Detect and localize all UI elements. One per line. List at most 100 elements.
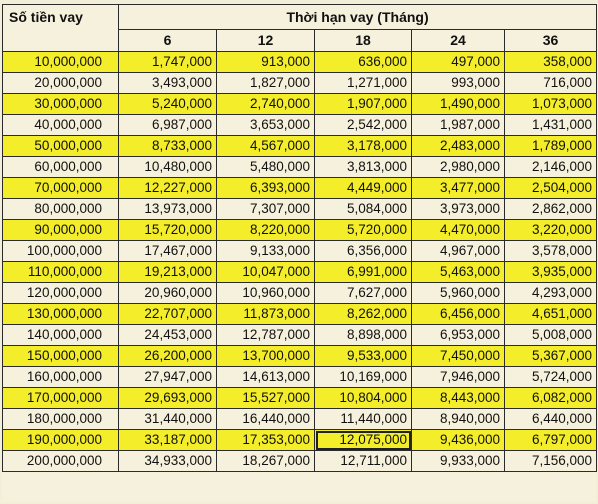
monthly-payment-cell: 993,000 [411,72,505,94]
monthly-payment-cell: 3,220,000 [503,219,598,241]
loan-amount-header: Số tiền vay [2,4,119,52]
table-row: 160,000,000 27,947,000 14,613,000 10,169,00… [2,366,598,388]
monthly-payment-cell: 5,463,000 [411,261,505,283]
monthly-payment-cell: 2,980,000 [411,156,505,178]
monthly-payment-cell: 12,711,000 [314,450,412,472]
monthly-payment-cell: 2,740,000 [216,93,315,115]
monthly-payment-cell: 5,367,000 [503,345,598,367]
table-row: 100,000,000 17,467,000 9,133,000 6,356,000 4… [2,240,598,262]
monthly-payment-cell: 636,000 [314,51,412,73]
monthly-payment-cell: 4,293,000 [503,282,598,304]
monthly-payment-cell: 1,907,000 [314,93,412,115]
monthly-payment-cell: 12,787,000 [216,324,315,346]
monthly-payment-cell: 10,047,000 [216,261,315,283]
monthly-payment-cell: 24,453,000 [118,324,217,346]
monthly-payment-cell: 5,480,000 [216,156,315,178]
monthly-payment-cell: 17,353,000 [216,429,315,451]
monthly-payment-cell: 8,220,000 [216,219,315,241]
monthly-payment-cell: 5,008,000 [503,324,598,346]
monthly-payment-cell: 6,797,000 [503,429,598,451]
monthly-payment-cell: 6,456,000 [411,303,505,325]
monthly-payment-cell: 5,240,000 [118,93,217,115]
table-row: 10,000,000 1,747,000 913,000 636,000 497,000… [2,51,598,73]
monthly-payment-cell: 22,707,000 [118,303,217,325]
monthly-payment-cell: 8,443,000 [411,387,505,409]
table-row: 80,000,000 13,973,000 7,307,000 5,084,000 3,… [2,198,598,220]
loan-amount-cell: 90,000,000 [2,219,119,241]
monthly-payment-cell: 1,271,000 [314,72,412,94]
monthly-payment-cell: 33,187,000 [118,429,217,451]
monthly-payment-cell: 13,700,000 [216,345,315,367]
table-row: 90,000,000 15,720,000 8,220,000 5,720,000 4,… [2,219,598,241]
monthly-payment-cell: 31,440,000 [118,408,217,430]
monthly-payment-cell: 15,720,000 [118,219,217,241]
monthly-payment-cell: 15,527,000 [216,387,315,409]
loan-amount-cell: 30,000,000 [2,93,119,115]
table-row: 70,000,000 12,227,000 6,393,000 4,449,000 3,… [2,177,598,199]
loan-amount-cell: 140,000,000 [2,324,119,346]
monthly-payment-cell: 7,946,000 [411,366,505,388]
table-row: 170,000,000 29,693,000 15,527,000 10,804,00… [2,387,598,409]
loan-amount-cell: 20,000,000 [2,72,119,94]
monthly-payment-cell: 1,827,000 [216,72,315,94]
table-row: 50,000,000 8,733,000 4,567,000 3,178,000 2,4… [2,135,598,157]
table-row: 190,000,000 33,187,000 17,353,000 12,075,00… [2,429,598,451]
monthly-payment-cell: 6,991,000 [314,261,412,283]
monthly-payment-cell: 8,262,000 [314,303,412,325]
loan-amount-cell: 40,000,000 [2,114,119,136]
loan-amount-cell: 10,000,000 [2,51,119,73]
monthly-payment-cell: 4,567,000 [216,135,315,157]
monthly-payment-cell: 7,450,000 [411,345,505,367]
monthly-payment-cell: 6,953,000 [411,324,505,346]
monthly-payment-cell: 716,000 [503,72,598,94]
monthly-payment-cell: 3,653,000 [216,114,315,136]
table-body: 10,000,000 1,747,000 913,000 636,000 497,000… [2,51,598,472]
monthly-payment-cell: 6,987,000 [118,114,217,136]
table-row: 40,000,000 6,987,000 3,653,000 2,542,000 1,9… [2,114,598,136]
loan-amount-cell: 170,000,000 [2,387,119,409]
monthly-payment-cell: 2,483,000 [411,135,505,157]
term-column-header: 36 [503,29,598,52]
monthly-payment-cell: 20,960,000 [118,282,217,304]
monthly-payment-cell: 10,804,000 [314,387,412,409]
monthly-payment-cell: 2,146,000 [503,156,598,178]
loan-amount-cell: 120,000,000 [2,282,119,304]
monthly-payment-cell: 913,000 [216,51,315,73]
monthly-payment-cell: 7,627,000 [314,282,412,304]
monthly-payment-cell: 3,973,000 [411,198,505,220]
monthly-payment-cell: 6,393,000 [216,177,315,199]
monthly-payment-cell: 11,440,000 [314,408,412,430]
monthly-payment-cell: 358,000 [503,51,598,73]
monthly-payment-cell: 3,493,000 [118,72,217,94]
table-row: 180,000,000 31,440,000 16,440,000 11,440,00… [2,408,598,430]
loan-amount-cell: 130,000,000 [2,303,119,325]
monthly-payment-cell: 12,075,000 [314,429,412,451]
loan-amount-cell: 110,000,000 [2,261,119,283]
monthly-payment-cell: 4,470,000 [411,219,505,241]
loan-amount-cell: 190,000,000 [2,429,119,451]
loan-amount-cell: 100,000,000 [2,240,119,262]
header-row-1: Số tiền vay Thời hạn vay (Tháng) [2,4,598,52]
monthly-payment-cell: 12,227,000 [118,177,217,199]
monthly-payment-cell: 4,651,000 [503,303,598,325]
term-column-header: 24 [411,29,505,52]
monthly-payment-cell: 9,933,000 [411,450,505,472]
monthly-payment-cell: 7,307,000 [216,198,315,220]
loan-amount-cell: 150,000,000 [2,345,119,367]
monthly-payment-cell: 10,960,000 [216,282,315,304]
table-row: 30,000,000 5,240,000 2,740,000 1,907,000 1,4… [2,93,598,115]
table-row: 20,000,000 3,493,000 1,827,000 1,271,000 993… [2,72,598,94]
monthly-payment-cell: 3,578,000 [503,240,598,262]
monthly-payment-cell: 6,082,000 [503,387,598,409]
monthly-payment-cell: 18,267,000 [216,450,315,472]
table-row: 120,000,000 20,960,000 10,960,000 7,627,000… [2,282,598,304]
monthly-payment-cell: 7,156,000 [503,450,598,472]
monthly-payment-cell: 34,933,000 [118,450,217,472]
term-column-header: 6 [118,29,217,52]
loan-term-header: Thời hạn vay (Tháng) [117,4,598,30]
monthly-payment-cell: 26,200,000 [118,345,217,367]
loan-amount-cell: 50,000,000 [2,135,119,157]
table-row: 110,000,000 19,213,000 10,047,000 6,991,000… [2,261,598,283]
loan-amount-cell: 60,000,000 [2,156,119,178]
monthly-payment-cell: 13,973,000 [118,198,217,220]
